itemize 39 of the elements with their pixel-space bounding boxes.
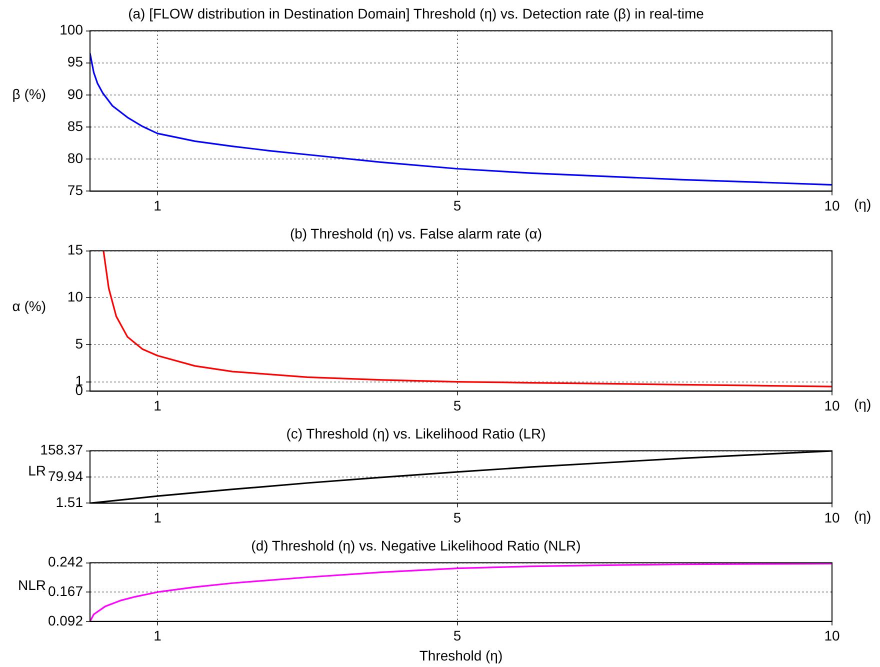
x-tick-label: 5 [453,628,462,644]
x-tick-label: 1 [154,397,162,414]
y-tick-label: 158.37 [40,442,84,458]
y-tick-label: 0.092 [48,612,84,628]
y-tick-label: 79.94 [48,468,84,484]
x-tick-label: 5 [453,197,462,214]
chart-title: (a) [FLOW distribution in Destination Domain] Threshold (η) vs. Detection rate (β) in real-time [128,5,704,22]
chart-title: (c) Threshold (η) vs. Likelihood Ratio (LR) [286,425,546,442]
y-axis-title: LR [28,462,46,479]
y-tick-label: 15 [67,242,84,258]
chart-title: (d) Threshold (η) vs. Negative Likelihood Ratio (NLR) [251,537,581,554]
y-tick-label: 0.167 [48,582,84,599]
x-tick-label: 10 [824,628,840,644]
x-tick-label: 5 [453,509,462,526]
y-tick-label: 100 [60,22,84,38]
x-axis-title: (η) [854,196,872,212]
y-tick-label: 10 [67,288,84,304]
y-tick-label: 95 [67,54,84,70]
x-tick-label: 1 [154,197,162,214]
x-tick-label: 10 [824,509,840,526]
x-tick-label: 10 [824,397,840,414]
y-axis-title: α (%) [12,298,46,314]
y-axis-title: β (%) [12,86,46,102]
y-tick-label: 1.51 [56,494,84,510]
y-tick-label: 0.242 [48,554,84,570]
y-tick-label: 85 [67,118,84,134]
y-tick-label: 75 [67,182,84,198]
y-tick-label: 80 [67,150,84,166]
y-axis-title: NLR [18,577,46,594]
y-tick-label: 90 [67,86,84,102]
chart-title: (b) Threshold (η) vs. False alarm rate (α) [290,225,542,242]
x-tick-label: 10 [824,197,840,214]
x-tick-label: 5 [453,397,462,414]
x-axis-title: Threshold (η) [419,647,503,664]
x-tick-label: 1 [154,509,162,526]
x-axis-title: (η) [854,396,872,412]
x-axis-title: (η) [854,508,872,524]
x-tick-label: 1 [154,628,162,644]
y-tick-label: 5 [75,335,84,352]
